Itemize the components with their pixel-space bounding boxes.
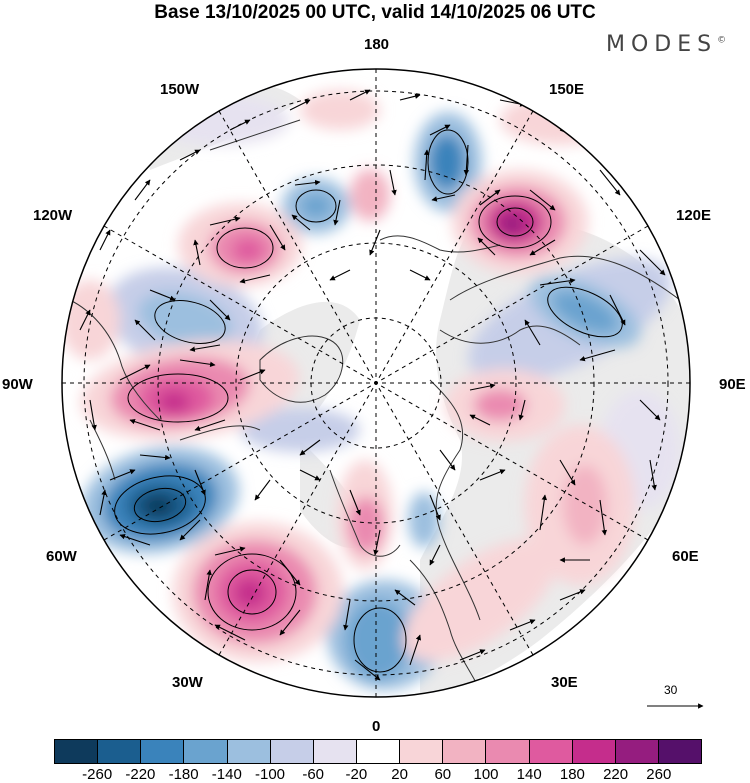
colorbar-tick-label: -220 [125,766,156,783]
colorbar-cell [529,740,573,763]
colorbar-cell [356,740,401,763]
colorbar-cell [400,740,444,763]
colorbar-cell [486,740,530,763]
colorbar [54,739,702,764]
contours [114,129,623,673]
lon-label-180: 180 [364,36,390,53]
colorbar-tick-label: -60 [302,766,325,783]
colorbar-cell [141,740,185,763]
colorbar-cell [443,740,487,763]
lon-label-0: 0 [372,718,381,735]
lon-label-120e: 120E [676,207,712,224]
vector-scale-label: 30 [664,683,678,697]
colorbar-cell [313,740,357,763]
map-title: Base 13/10/2025 00 UTC, valid 14/10/2025… [154,2,596,23]
lon-label-150e: 150E [549,81,585,98]
colorbar-cell [658,740,702,763]
colorbar-tick-label: 20 [391,766,408,783]
colorbar-cell [55,740,99,763]
lon-label-150w: 150W [160,81,200,98]
map-border [61,68,691,698]
neg-anomaly-90E [468,258,672,382]
pos-anomaly-90W [80,340,300,440]
brand-name: MODES [606,32,718,57]
pos-anomaly-150E [452,170,588,274]
lon-label-60e: 60E [672,548,699,565]
colorbar-tick-label: 180 [559,766,585,783]
colorbar-tick-label: -100 [254,766,286,783]
colorbar-tick-label: -260 [82,766,113,783]
pos-anomaly-120W [178,203,302,287]
meridians [62,69,690,697]
neg-anomaly-0 [327,492,443,690]
colorbar-cell [227,740,271,763]
lon-label-30w: 30W [172,674,203,691]
colorbar-tick-label: -20 [345,766,368,783]
lon-label-120w: 120W [33,207,73,224]
pos-anomaly-0 [337,460,393,570]
lon-label-90e: 90E [719,376,746,393]
colorbar-tick-label: 260 [646,766,672,783]
colorbar-cell [572,740,616,763]
colorbar-cell [184,740,228,763]
neg-anomaly-180 [414,112,482,212]
colorbar-tick-label: 140 [516,766,542,783]
pos-anomaly-90E [445,369,565,441]
modes-logo: MODES© [606,32,726,57]
lon-label-30e: 30E [551,674,578,691]
colorbar-tick-label: -180 [168,766,199,783]
colorbar-cell [615,740,659,763]
colorbar-tick-label: -140 [211,766,242,783]
neg-anomaly-60W [81,446,239,554]
lon-label-90w: 90W [2,376,33,393]
polar-map [61,68,704,709]
neg-anomaly-150W [282,178,350,234]
brand-mark: © [717,35,727,46]
colorbar-tick-label: 60 [434,766,452,783]
colorbar-tick-label: 100 [473,766,499,783]
lon-label-60w: 60W [46,548,77,565]
colorbar-tick-label: 220 [603,766,629,783]
pos-anomaly-30W [173,522,343,662]
colorbar-cell [98,740,142,763]
colorbar-cell [270,740,314,763]
